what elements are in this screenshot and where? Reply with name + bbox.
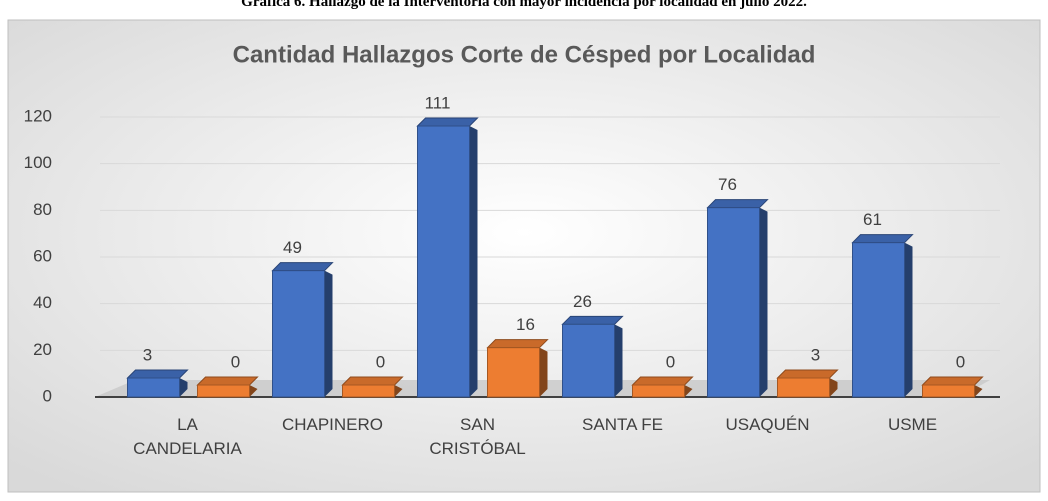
bar-front — [342, 384, 395, 398]
bar-side — [249, 385, 258, 397]
bar-side — [904, 242, 913, 397]
bar-front — [197, 384, 250, 398]
bar-front — [272, 270, 325, 398]
bar-side — [179, 378, 188, 397]
bar-side — [974, 385, 983, 397]
bar-top — [271, 262, 334, 272]
bar-side — [539, 347, 548, 397]
chart-title: Cantidad Hallazgos Corte de Césped por L… — [233, 41, 816, 68]
bar-side — [394, 385, 403, 397]
bar-front — [632, 384, 685, 398]
x-tick-label: SAN CRISTÓBAL — [429, 415, 526, 458]
x-tick-label: USME — [887, 415, 938, 434]
bar-front — [127, 377, 180, 398]
bar-top — [486, 339, 549, 349]
data-label: 49 — [283, 238, 302, 257]
bar-front — [417, 125, 470, 398]
bar-top — [921, 376, 984, 386]
caption: Gráfica 6. Hallazgo de la Interventoría … — [241, 0, 807, 10]
bar — [921, 376, 984, 398]
data-label: 0 — [956, 352, 965, 371]
bar-top — [561, 315, 624, 325]
data-label: 0 — [666, 352, 675, 371]
data-label: 26 — [573, 292, 592, 311]
bar — [851, 234, 914, 398]
y-tick-label: 0 — [43, 386, 52, 405]
bar — [341, 376, 404, 398]
bar — [271, 262, 334, 398]
y-tick-label: 40 — [33, 293, 52, 312]
data-label: 76 — [718, 175, 737, 194]
data-label: 0 — [231, 352, 240, 371]
bar-top — [851, 234, 914, 244]
data-label: 3 — [143, 345, 152, 364]
bar-front — [562, 323, 615, 398]
bar-top — [341, 376, 404, 386]
bar-front — [922, 384, 975, 398]
data-label: 111 — [425, 93, 451, 112]
y-tick-label: 120 — [24, 106, 52, 125]
bar — [486, 339, 549, 398]
data-label: 3 — [811, 345, 820, 364]
y-tick-label: 80 — [33, 200, 52, 219]
x-tick-label: SANTA FE — [582, 415, 663, 434]
bar-top — [416, 117, 479, 127]
y-tick-label: 100 — [24, 153, 52, 172]
bar-side — [324, 270, 333, 397]
bar-side — [469, 126, 478, 397]
bar — [126, 369, 189, 398]
bar-top — [126, 369, 189, 379]
bar — [196, 376, 259, 398]
x-tick-label: CHAPINERO — [281, 415, 384, 434]
bar-front — [707, 207, 760, 398]
bar-front — [777, 377, 830, 398]
y-tick-label: 60 — [33, 246, 52, 265]
bar-side — [759, 207, 768, 397]
bar — [706, 199, 769, 398]
data-label: 16 — [516, 315, 535, 334]
bar-front — [852, 242, 905, 398]
bar — [416, 117, 479, 398]
bar — [776, 369, 839, 398]
bar-top — [706, 199, 769, 209]
bar-top — [631, 376, 694, 386]
bar-top — [196, 376, 259, 386]
data-label: 61 — [863, 210, 882, 229]
y-tick-label: 20 — [33, 340, 52, 359]
bar — [561, 315, 624, 398]
bar-front — [487, 347, 540, 398]
bar-side — [614, 324, 623, 397]
data-label: 0 — [376, 352, 385, 371]
bar-side — [684, 385, 693, 397]
bar-top — [776, 369, 839, 379]
x-tick-label: LA CANDELARIA — [133, 415, 242, 458]
x-tick-label: USAQUÉN — [725, 415, 810, 434]
bar — [631, 376, 694, 398]
bar-side — [829, 378, 838, 397]
